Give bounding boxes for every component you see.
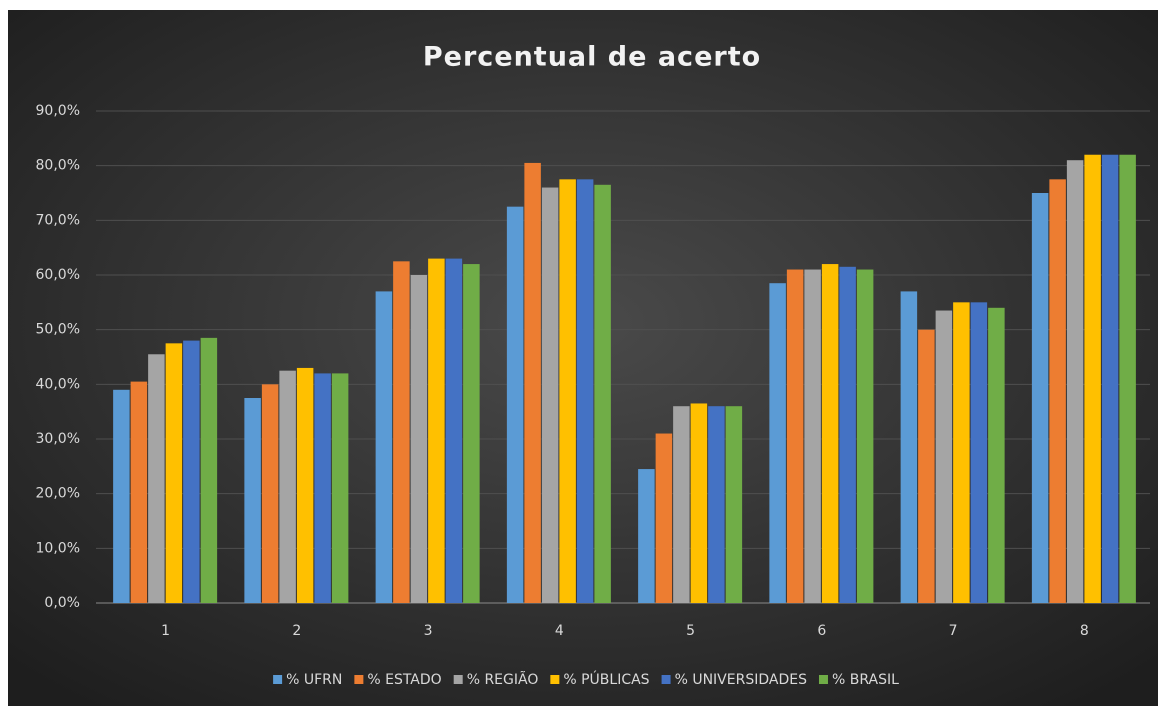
bar	[130, 381, 148, 603]
bar	[463, 264, 480, 603]
x-tick-label: 8	[1080, 623, 1089, 639]
bar	[900, 291, 918, 603]
bar	[708, 406, 725, 603]
bar	[769, 283, 786, 603]
bar	[261, 384, 279, 603]
bar	[1101, 154, 1119, 603]
bar	[541, 187, 559, 604]
y-tick-label: 80,0%	[36, 158, 80, 174]
legend-label: % UFRN	[286, 672, 342, 688]
x-tick-label: 1	[161, 623, 170, 639]
bar	[314, 373, 331, 603]
bar	[856, 269, 874, 603]
legend-swatch	[550, 675, 560, 684]
bar	[1084, 154, 1101, 603]
bar	[655, 433, 673, 603]
bar	[725, 406, 743, 603]
legend-swatch	[453, 675, 463, 684]
y-tick-label: 40,0%	[36, 376, 80, 392]
x-tick-label: 7	[949, 623, 958, 639]
bar	[970, 302, 988, 603]
x-tick-label: 3	[424, 623, 433, 639]
bar	[786, 269, 804, 603]
bar	[1031, 193, 1049, 603]
legend-label: % ESTADO	[367, 672, 441, 688]
bar	[279, 370, 296, 603]
bar	[410, 275, 428, 603]
legend-label: % BRASIL	[832, 672, 899, 688]
y-tick-label: 60,0%	[36, 267, 80, 283]
bar	[428, 258, 445, 603]
legend-label: % REGIÃO	[467, 671, 539, 688]
bar	[821, 264, 839, 603]
bar	[165, 343, 183, 603]
bar	[244, 398, 261, 603]
bar	[183, 340, 200, 603]
bar	[200, 337, 218, 603]
bar	[690, 403, 708, 603]
y-tick-label: 50,0%	[36, 322, 80, 338]
bar	[393, 261, 410, 603]
bar	[506, 206, 524, 603]
x-tick-label: 6	[817, 623, 826, 639]
bar	[594, 184, 611, 604]
y-tick-label: 20,0%	[36, 486, 80, 502]
bar	[638, 469, 655, 603]
legend-label: % PÚBLICAS	[563, 670, 649, 688]
y-tick-label: 30,0%	[36, 431, 80, 447]
bar	[673, 406, 690, 603]
bar	[1119, 154, 1136, 603]
y-tick-label: 0,0%	[44, 595, 80, 611]
legend-swatch	[661, 675, 671, 684]
bar	[839, 266, 856, 603]
bar	[331, 373, 349, 603]
bar	[524, 162, 541, 603]
bar	[1049, 179, 1066, 604]
bar	[988, 307, 1005, 603]
y-tick-label: 90,0%	[36, 103, 80, 119]
bar	[804, 269, 821, 603]
y-tick-label: 70,0%	[36, 212, 80, 228]
bar	[113, 389, 130, 603]
y-tick-label: 10,0%	[36, 540, 80, 556]
bar	[953, 302, 970, 603]
legend-swatch	[818, 675, 828, 684]
bar	[148, 354, 165, 603]
chart-title: Percentual de acerto	[423, 42, 761, 73]
bar	[296, 367, 314, 603]
legend-label: % UNIVERSIDADES	[675, 672, 808, 688]
bar	[1066, 160, 1084, 603]
bar	[935, 310, 953, 603]
legend-swatch	[273, 675, 283, 684]
x-tick-label: 4	[555, 623, 564, 639]
bar	[445, 258, 463, 603]
bar	[375, 291, 393, 603]
bar	[918, 329, 935, 603]
x-tick-label: 2	[292, 623, 301, 639]
legend-swatch	[354, 675, 364, 684]
bar	[559, 179, 576, 604]
x-tick-label: 5	[686, 623, 695, 639]
bar	[576, 179, 594, 604]
